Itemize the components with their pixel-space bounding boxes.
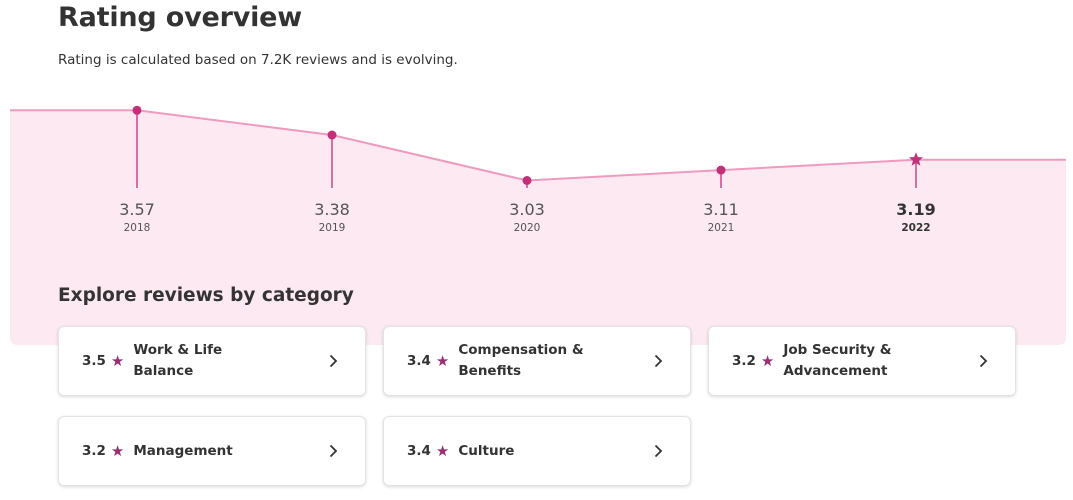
chevron-right-icon	[329, 444, 338, 458]
chart-point-2019	[327, 130, 337, 140]
chart-series-line	[10, 109, 1066, 182]
category-card-culture[interactable]: 3.4 ★ Culture	[383, 416, 691, 486]
categories-heading: Explore reviews by category	[58, 285, 354, 306]
chart-area-fill	[10, 110, 1066, 345]
category-label: Job Security & Advancement	[783, 342, 892, 379]
category-rating: 3.2	[732, 353, 756, 369]
chart-value-label: 3.03	[509, 200, 545, 219]
chart-value-label: 3.57	[119, 200, 155, 219]
chart-year-label: 2022	[901, 222, 931, 234]
page-subtitle: Rating is calculated based on 7.2K revie…	[58, 52, 458, 68]
star-icon: ★	[435, 351, 450, 370]
chart-label-2019: 3.38 2019	[292, 200, 372, 236]
chart-point-2021	[716, 165, 726, 175]
star-icon: ★	[110, 351, 125, 370]
star-icon: ★	[110, 441, 125, 460]
page-title: Rating overview	[58, 2, 303, 33]
star-icon: ★	[760, 351, 775, 370]
chart-year-label: 2020	[513, 222, 541, 234]
chart-label-2018: 3.57 2018	[97, 200, 177, 236]
chevron-right-icon	[654, 354, 663, 368]
chart-value-label: 3.11	[703, 200, 739, 219]
chart-point-2020	[522, 176, 532, 185]
chart-label-2021: 3.11 2021	[681, 200, 761, 236]
chart-label-2022: 3.19 2022	[876, 200, 956, 236]
category-rating: 3.4	[407, 443, 431, 459]
chevron-right-icon	[979, 354, 988, 368]
category-card-job-security-advancement[interactable]: 3.2 ★ Job Security & Advancement	[708, 326, 1016, 396]
chart-point-2018	[132, 105, 142, 115]
chevron-right-icon	[329, 354, 338, 368]
category-card-compensation-benefits[interactable]: 3.4 ★ Compensation & Benefits	[383, 326, 691, 396]
chart-point-star-2022	[908, 152, 924, 166]
category-rating: 3.4	[407, 353, 431, 369]
category-label: Culture	[458, 442, 515, 459]
chart-label-2020: 3.03 2020	[487, 200, 567, 236]
chart-year-label: 2021	[707, 222, 735, 234]
chevron-right-icon	[654, 444, 663, 458]
category-rating: 3.5	[82, 353, 106, 369]
category-card-management[interactable]: 3.2 ★ Management	[58, 416, 366, 486]
category-label: Compensation & Benefits	[458, 342, 584, 379]
category-card-work-life-balance[interactable]: 3.5 ★ Work & Life Balance	[58, 326, 366, 396]
category-label: Management	[133, 442, 233, 459]
chart-value-label: 3.38	[314, 200, 350, 219]
chart-value-label: 3.19	[896, 200, 936, 219]
star-icon: ★	[435, 441, 450, 460]
chart-year-label: 2018	[123, 222, 151, 234]
category-rating: 3.2	[82, 443, 106, 459]
chart-year-label: 2019	[318, 222, 346, 234]
category-label: Work & Life Balance	[133, 342, 223, 379]
